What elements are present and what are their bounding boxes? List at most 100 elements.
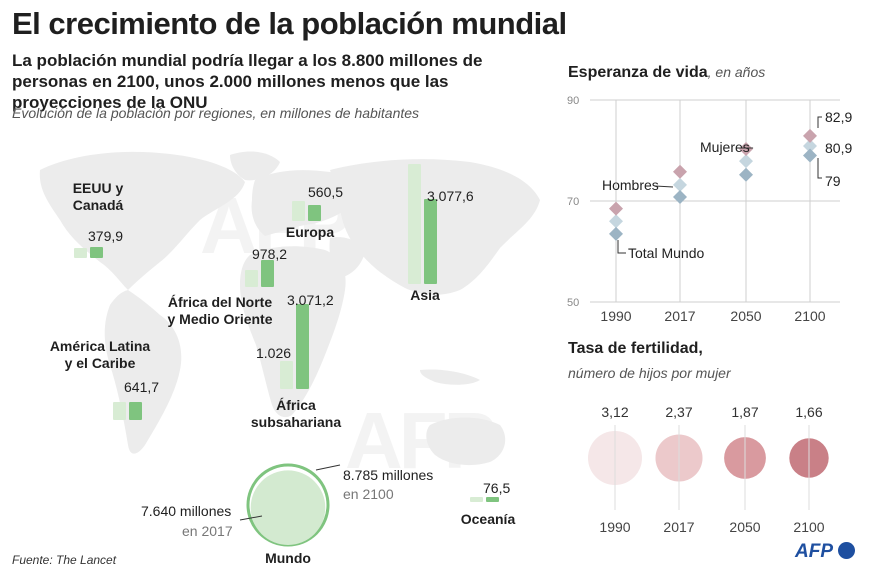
life-point-total-mundo [609,214,623,229]
region-label-line: América Latina [49,338,151,354]
region-label-line: Oceanía [460,511,516,527]
source-note: Fuente: The Lancet [12,553,117,567]
bar-2017-asia [408,163,421,284]
bar-2017-us [74,248,87,258]
afp-logo: AFP [795,541,855,563]
life-expectancy-title: Esperanza de vida, en años [568,64,765,82]
life-end-leader [817,158,822,179]
value-2100-eu: 560,5 [308,184,344,200]
region-label-line: Europa [285,224,335,240]
bar-2017-lat [113,402,126,420]
bar-2017-oce [470,497,483,502]
bar-2017-ssa [280,360,293,389]
bar-2017-eu [292,201,305,221]
fertility-value-label: 2,37 [665,404,692,420]
life-point-hombres [739,167,753,182]
value-2100-oce: 76,5 [483,480,511,496]
region-label-eu: Europa [286,224,334,241]
world-population-chart [239,463,341,547]
life-end-leader [817,116,822,128]
region-label-line: África [276,397,316,413]
map-australia [426,417,506,466]
life-point-hombres [609,226,623,241]
life-x-tick: 2100 [794,308,825,324]
afp-logo-icon [837,542,855,559]
life-end-label: 79 [825,173,841,189]
value-2100-asia: 3.077,6 [427,188,474,204]
afp-logo-text: AFP [795,541,833,562]
fertility-chart: 3,12 1990 2,37 2017 1,87 2050 1,66 2100 [588,404,829,535]
map-middle-east [329,237,365,278]
value-2017-ssa: 1.026 [256,345,292,361]
fertility-x-tick: 2100 [793,519,824,535]
map-caption: Evolución de la población por regiones, … [12,105,420,121]
bar-2100-us [90,247,103,258]
region-label-ssa: África subsahariana [251,397,341,431]
region-label-lat: América Latina y el Caribe [50,338,150,372]
life-end-label: 80,9 [825,140,852,156]
world-year-2017: en 2017 [182,523,233,539]
world-2100-leader [315,464,341,471]
fertility-value-label: 1,66 [795,404,822,420]
value-2100-mena: 978,2 [252,246,288,262]
bar-2017-mena [245,270,258,287]
map-africa [240,246,346,418]
life-point-mujeres [609,201,623,216]
map-greenland [230,151,280,181]
bar-2100-asia [424,198,437,284]
life-y-tick: 90 [567,95,579,107]
fertility-value-label: 1,87 [731,404,758,420]
map-north-america [39,151,245,290]
region-label-line: y Medio Oriente [167,311,273,327]
life-point-mujeres [803,128,817,143]
world-value-2017: 7.640 millones [141,503,232,519]
life-series-label: Hombres [602,177,659,193]
bar-2100-ssa [296,303,309,389]
bar-2100-lat [129,402,142,420]
region-label-mena: África del Norte y Medio Oriente [167,294,272,328]
region-label-line: EEUU y [72,180,124,196]
world-label: Mundo [265,550,311,566]
world-year-2100: en 2100 [343,486,394,502]
value-2100-us: 379,9 [88,228,124,244]
life-point-total-mundo [739,154,753,169]
fertility-x-tick: 2050 [729,519,760,535]
life-expectancy-chart: 50 70 90 1990 2017 2050 2100 Mujeres Hombres Tota… [567,95,852,324]
life-series-label: Total Mundo [628,245,704,261]
fertility-title: Tasa de fertilidad, [568,340,703,357]
fertility-value-label: 3,12 [601,404,628,420]
world-2017-leader [239,515,263,521]
life-y-tick: 50 [567,297,579,309]
world-circle-2017 [250,470,326,545]
bar-2100-oce [486,497,499,502]
region-label-asia: Asia [410,287,440,304]
life-series-label: Mujeres [700,139,750,155]
life-point-hombres [673,189,687,204]
world-value-2100: 8.785 millones [343,467,434,483]
value-2100-lat: 641,7 [124,379,160,395]
region-label-line: África del Norte [167,294,273,310]
value-2100-ssa: 3.071,2 [287,292,334,308]
life-x-tick: 2017 [664,308,695,324]
page-subtitle: La población mundial podría llegar a los… [12,51,483,112]
fertility-x-tick: 2017 [663,519,694,535]
fertility-x-tick: 1990 [599,519,630,535]
bar-2100-mena [261,259,274,287]
life-x-tick: 1990 [600,308,631,324]
region-label-us: EEUU y Canadá [73,180,124,214]
life-point-mujeres [739,141,753,156]
map-indonesia [420,369,480,385]
region-label-line: Canadá [72,197,124,213]
region-label-line: subsahariana [250,414,342,430]
life-point-hombres [803,148,817,163]
life-series-leader [655,185,674,188]
life-point-total-mundo [673,177,687,192]
life-expectancy-unit: , en años [707,64,766,80]
page-title: El crecimiento de la población mundial [12,6,567,41]
life-series-leader [617,240,626,254]
life-point-mujeres [673,164,687,179]
bar-2100-eu [308,205,321,221]
life-point-total-mundo [803,138,817,153]
life-end-label: 82,9 [825,109,852,125]
